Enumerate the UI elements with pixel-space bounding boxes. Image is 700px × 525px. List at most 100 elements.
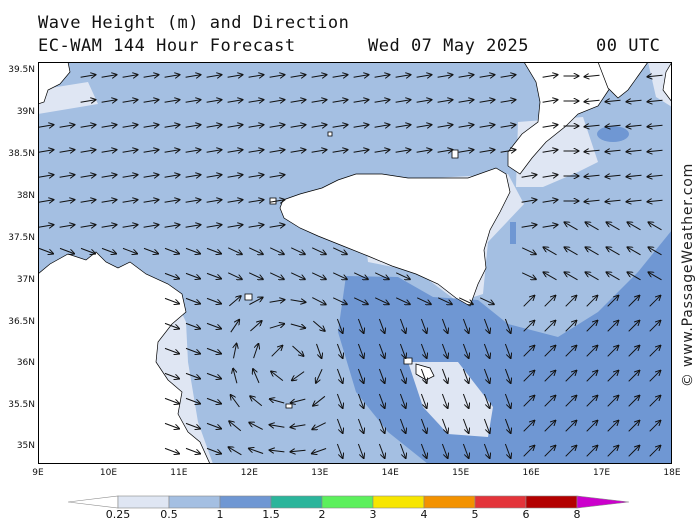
wave-arrow xyxy=(648,75,663,76)
wave-arrow xyxy=(649,272,662,281)
wave-arrow xyxy=(607,396,619,407)
legend-tick: 0.5 xyxy=(160,508,178,521)
wave-arrow xyxy=(227,175,243,178)
wave-arrow xyxy=(185,175,201,178)
wave-arrow xyxy=(606,200,621,201)
wave-arrow xyxy=(648,200,663,201)
wave-arrow xyxy=(649,296,661,307)
wave-arrow xyxy=(544,346,556,357)
wave-arrow xyxy=(311,247,326,254)
wave-arrow xyxy=(59,175,75,178)
wave-arrow xyxy=(607,421,619,432)
wave-arrow xyxy=(227,75,243,78)
wave-arrow xyxy=(374,297,389,304)
lat-label: 37.5N xyxy=(8,233,35,243)
wave-arrow xyxy=(628,247,641,256)
sea-low-zone-malta xyxy=(408,362,493,437)
wave-arrow xyxy=(38,225,54,228)
wave-arrow xyxy=(59,150,75,153)
wave-arrow xyxy=(357,443,363,458)
wave-arrow xyxy=(143,150,159,153)
wave-arrow xyxy=(504,318,510,333)
wave-arrow xyxy=(627,100,642,101)
wave-arrow xyxy=(185,347,200,353)
wave-arrow xyxy=(248,100,264,103)
wave-map xyxy=(38,62,672,464)
wave-arrow xyxy=(479,125,495,128)
wave-arrow xyxy=(420,443,426,458)
sicily-land xyxy=(279,167,511,307)
wave-arrow xyxy=(206,322,221,328)
wave-arrow xyxy=(627,125,642,126)
map-frame xyxy=(38,62,672,464)
sea-high-zone-strip xyxy=(510,222,516,244)
wave-arrow xyxy=(378,393,384,408)
wave-arrow xyxy=(586,446,598,457)
wave-arrow xyxy=(586,272,599,281)
wave-arrow xyxy=(395,150,411,153)
wave-arrow xyxy=(586,222,599,231)
wave-arrow xyxy=(649,247,662,256)
wave-arrow xyxy=(542,125,558,128)
wave-arrow xyxy=(607,272,620,281)
wave-arrow xyxy=(378,443,384,458)
credit-text: © www.PassageWeather.com xyxy=(680,162,696,388)
wave-arrow xyxy=(290,300,306,302)
wave-arrow xyxy=(483,368,489,383)
model-label: EC-WAM 144 Hour Forecast xyxy=(38,36,296,56)
wave-arrow xyxy=(565,396,577,407)
wave-arrow xyxy=(462,318,468,333)
wave-arrow xyxy=(185,247,200,253)
wave-arrow xyxy=(248,150,264,153)
legend-swatch xyxy=(270,495,323,509)
lat-label: 35N xyxy=(16,441,35,451)
wave-arrow xyxy=(80,200,96,203)
wave-arrow xyxy=(523,321,535,332)
wave-arrow xyxy=(441,393,447,408)
legend-tick: 2 xyxy=(318,508,326,521)
wave-arrow xyxy=(185,100,201,103)
wave-arrow xyxy=(206,175,222,178)
lat-label: 37N xyxy=(16,275,35,285)
wave-arrow xyxy=(311,150,327,153)
wave-arrow xyxy=(59,200,75,203)
legend-swatch xyxy=(525,495,578,509)
wave-arrow xyxy=(270,399,285,404)
lon-label: 10E xyxy=(99,468,118,478)
wave-arrow xyxy=(38,175,54,178)
wave-arrow xyxy=(164,247,179,253)
wave-arrow xyxy=(269,150,285,153)
wave-arrow xyxy=(374,100,390,103)
lon-label: 15E xyxy=(452,468,470,478)
wave-arrow xyxy=(437,75,453,78)
wave-arrow xyxy=(164,447,179,453)
wave-arrow xyxy=(565,346,577,357)
wave-arrow xyxy=(185,200,201,203)
wave-arrow xyxy=(164,175,180,178)
wave-arrow xyxy=(311,272,326,279)
wave-arrow xyxy=(458,125,474,128)
wave-arrow xyxy=(206,347,221,353)
wave-arrow xyxy=(627,200,642,201)
wave-arrow xyxy=(248,125,264,128)
wave-arrow xyxy=(227,247,242,254)
wave-arrow xyxy=(249,423,263,430)
wave-arrow xyxy=(586,371,598,382)
wave-arrow xyxy=(374,272,389,279)
wave-arrow xyxy=(164,347,179,353)
wave-arrow xyxy=(462,443,468,458)
wave-arrow xyxy=(357,393,363,408)
wave-arrow xyxy=(462,393,468,408)
greece-land xyxy=(662,62,672,103)
wave-arrow xyxy=(565,321,577,332)
wave-arrow xyxy=(269,324,284,329)
legend-tick: 4 xyxy=(420,508,428,521)
wave-arrow xyxy=(483,443,489,458)
wave-arrow xyxy=(378,368,384,383)
wave-arrow xyxy=(416,150,432,153)
wave-arrow xyxy=(585,200,600,201)
wave-arrow xyxy=(206,397,221,403)
wave-arrow xyxy=(374,125,390,128)
wave-arrow xyxy=(523,371,535,382)
wave-arrow xyxy=(441,368,447,383)
